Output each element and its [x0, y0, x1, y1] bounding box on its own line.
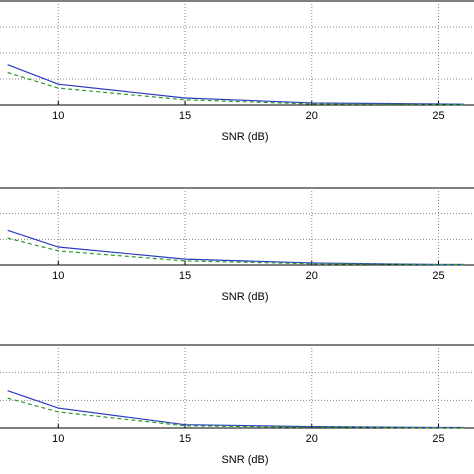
x-tick-label: 25: [432, 433, 444, 445]
series-line: [7, 64, 464, 105]
x-tick-label: 15: [179, 270, 191, 282]
x-tick-label: 10: [52, 270, 64, 282]
x-tick-label: 10: [52, 110, 64, 122]
x-axis-label: SNR (dB): [221, 131, 268, 143]
x-axis-label: SNR (dB): [221, 454, 268, 466]
series-line: [7, 390, 464, 429]
x-tick-label: 15: [179, 433, 191, 445]
x-tick-label: 20: [306, 110, 318, 122]
x-tick-label: 20: [306, 270, 318, 282]
series-line: [7, 237, 464, 266]
x-tick-label: 25: [432, 110, 444, 122]
series-line: [7, 397, 464, 429]
x-tick-label: 10: [52, 433, 64, 445]
x-tick-label: 25: [432, 270, 444, 282]
x-tick-label: 15: [179, 110, 191, 122]
series-line: [7, 71, 464, 106]
x-axis-label: SNR (dB): [221, 291, 268, 303]
series-line: [7, 229, 464, 266]
x-tick-label: 20: [306, 433, 318, 445]
